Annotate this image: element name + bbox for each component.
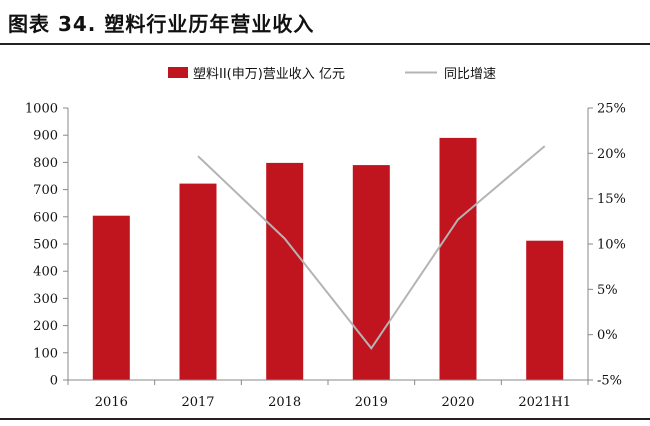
right-tick-label: -5%	[597, 374, 622, 389]
bar-2019	[352, 165, 390, 380]
right-tick-label: 5%	[597, 283, 618, 298]
legend-bar-label: 塑料II(申万)营业收入 亿元	[193, 67, 345, 82]
left-tick-label: 900	[33, 129, 58, 144]
title-rule	[0, 43, 650, 45]
right-tick-label: 0%	[597, 328, 618, 343]
x-tick-label: 2021H1	[518, 395, 571, 410]
right-tick-label: 25%	[597, 102, 626, 117]
left-tick-label: 800	[33, 156, 58, 171]
left-tick-label: 400	[33, 265, 58, 280]
x-tick-label: 2016	[95, 395, 128, 410]
x-tick-label: 2018	[268, 395, 301, 410]
legend: 塑料II(申万)营业收入 亿元 同比增速	[168, 67, 496, 82]
left-tick-label: 700	[33, 183, 58, 198]
x-tick-label: 2020	[441, 395, 474, 410]
left-tick-label: 600	[33, 210, 58, 225]
axes: 0 100 200 300 400 500 600 700 800 900 1000 -5% 0% 5% 1…	[25, 102, 626, 411]
bars	[92, 137, 564, 380]
bar-2017	[179, 183, 217, 380]
left-tick-label: 300	[33, 292, 58, 307]
left-tick-label: 1000	[25, 102, 58, 117]
x-tick-label: 2019	[355, 395, 388, 410]
left-tick-label: 200	[33, 319, 58, 334]
right-tick-label: 20%	[597, 147, 626, 162]
figure-title: 图表 34. 塑料行业历年营业收入	[8, 12, 315, 36]
right-tick-label: 15%	[597, 192, 626, 207]
bar-2018	[266, 162, 304, 380]
legend-line-label: 同比增速	[444, 67, 496, 82]
left-tick-label: 0	[50, 374, 58, 389]
left-tick-label: 500	[33, 238, 58, 253]
bar-2021H1	[526, 240, 564, 380]
growth-line	[197, 145, 546, 350]
right-tick-label: 10%	[597, 238, 626, 253]
bottom-rule	[0, 418, 650, 420]
bar-2020	[439, 137, 477, 380]
left-tick-label: 100	[33, 346, 58, 361]
bar-2016	[92, 215, 130, 380]
legend-bar-swatch	[168, 67, 188, 78]
x-tick-label: 2017	[181, 395, 214, 410]
